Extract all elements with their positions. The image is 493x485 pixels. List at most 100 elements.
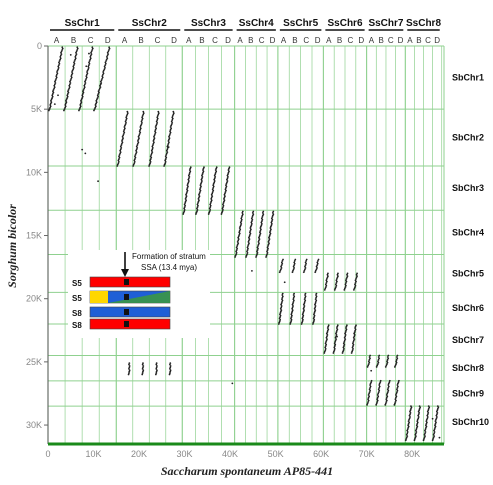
synteny-dot <box>427 409 430 412</box>
synteny-dot <box>271 216 274 218</box>
right-chromosome-label: SbChr5 <box>452 268 484 278</box>
synteny-dot <box>341 352 344 354</box>
y-tick-label: 25K <box>26 357 42 367</box>
synteny-dot <box>227 173 229 176</box>
synteny-dot <box>212 189 215 192</box>
synteny-dot <box>168 372 171 374</box>
synteny-dot <box>344 286 347 289</box>
synteny-dot <box>212 187 215 189</box>
synteny-dot <box>182 211 185 214</box>
synteny-dot <box>251 214 254 217</box>
synteny-dot <box>168 138 170 141</box>
synteny-dot <box>314 305 317 307</box>
synteny-dot <box>351 349 354 352</box>
synteny-dot <box>246 246 249 249</box>
synteny-dot <box>81 95 84 98</box>
synteny-dot <box>290 312 293 314</box>
synteny-dot <box>260 228 262 231</box>
synteny-dot <box>118 153 121 156</box>
top-chromosome-label: SsChr3 <box>191 18 226 29</box>
synteny-dot <box>259 232 262 235</box>
synteny-dot <box>54 80 56 83</box>
inset-centromere <box>124 321 129 327</box>
synteny-dot <box>151 147 154 149</box>
synteny-dot <box>385 398 388 401</box>
synteny-dot <box>76 46 79 49</box>
synteny-dot <box>351 350 353 353</box>
synteny-dot <box>165 149 168 152</box>
synteny-dot <box>376 396 379 399</box>
synteny-dot <box>395 392 398 395</box>
synteny-dot <box>59 58 62 61</box>
synteny-dot <box>209 203 212 206</box>
synteny-dot <box>235 250 238 253</box>
synteny-dot <box>269 227 272 229</box>
synteny-dot <box>124 120 127 123</box>
x-tick-label: 70K <box>359 449 375 459</box>
synteny-dot <box>325 336 328 339</box>
synteny-dot <box>436 407 439 410</box>
synteny-dot <box>418 407 421 410</box>
synteny-dot <box>107 50 110 53</box>
synteny-dot <box>417 410 420 413</box>
synteny-dot <box>237 238 240 240</box>
synteny-dot <box>121 141 124 144</box>
synteny-dot <box>223 198 225 200</box>
synteny-dot <box>256 250 258 253</box>
synteny-dot <box>350 352 353 354</box>
synteny-dot <box>128 372 130 374</box>
synteny-dot <box>369 357 371 360</box>
synteny-dot <box>138 130 141 133</box>
synteny-dot <box>393 403 396 406</box>
synteny-dot <box>224 192 226 195</box>
synteny-dot <box>335 282 338 284</box>
synteny-dot <box>428 406 431 409</box>
synteny-dot <box>142 362 144 365</box>
stray-dot <box>88 52 90 55</box>
synteny-dot <box>246 253 248 256</box>
synteny-segment <box>245 210 255 258</box>
synteny-dot <box>303 301 306 303</box>
synteny-dot <box>151 151 154 154</box>
synteny-dot <box>268 239 270 242</box>
synteny-dot <box>69 82 72 84</box>
synteny-dot <box>313 310 316 313</box>
synteny-dot <box>407 420 410 423</box>
synteny-dot <box>345 279 347 282</box>
synteny-dot <box>433 428 436 431</box>
annotation-arrowhead <box>121 269 129 277</box>
synteny-dot <box>269 232 272 235</box>
synteny-dot <box>395 356 398 358</box>
synteny-dot <box>327 328 330 331</box>
synteny-dot <box>95 101 98 104</box>
synteny-dot <box>271 218 274 221</box>
synteny-dot <box>433 432 435 435</box>
synteny-dot <box>128 369 131 372</box>
synteny-dot <box>134 155 136 158</box>
synteny-dot <box>74 58 77 61</box>
synteny-dot <box>149 158 152 160</box>
synteny-dot <box>279 318 282 321</box>
synteny-dot <box>188 180 190 182</box>
synteny-dot <box>416 425 419 428</box>
synteny-dot <box>156 369 158 372</box>
synteny-dot <box>198 199 200 202</box>
synteny-dot <box>183 209 186 211</box>
synteny-dot <box>345 324 348 327</box>
synteny-dot <box>316 261 319 264</box>
synteny-dot <box>120 147 123 149</box>
synteny-dot <box>279 316 281 318</box>
synteny-dot <box>336 329 338 332</box>
synteny-dot <box>73 62 76 65</box>
synteny-dot <box>337 272 339 275</box>
synteny-dot <box>211 188 214 191</box>
synteny-dot <box>385 401 388 403</box>
synteny-dot <box>94 104 97 106</box>
subgenome-label: C <box>425 36 431 45</box>
synteny-dot <box>405 436 408 439</box>
synteny-dot <box>410 406 413 409</box>
synteny-segment <box>182 166 192 215</box>
synteny-dot <box>51 93 54 95</box>
synteny-dot <box>61 47 64 50</box>
synteny-dot <box>292 305 294 307</box>
